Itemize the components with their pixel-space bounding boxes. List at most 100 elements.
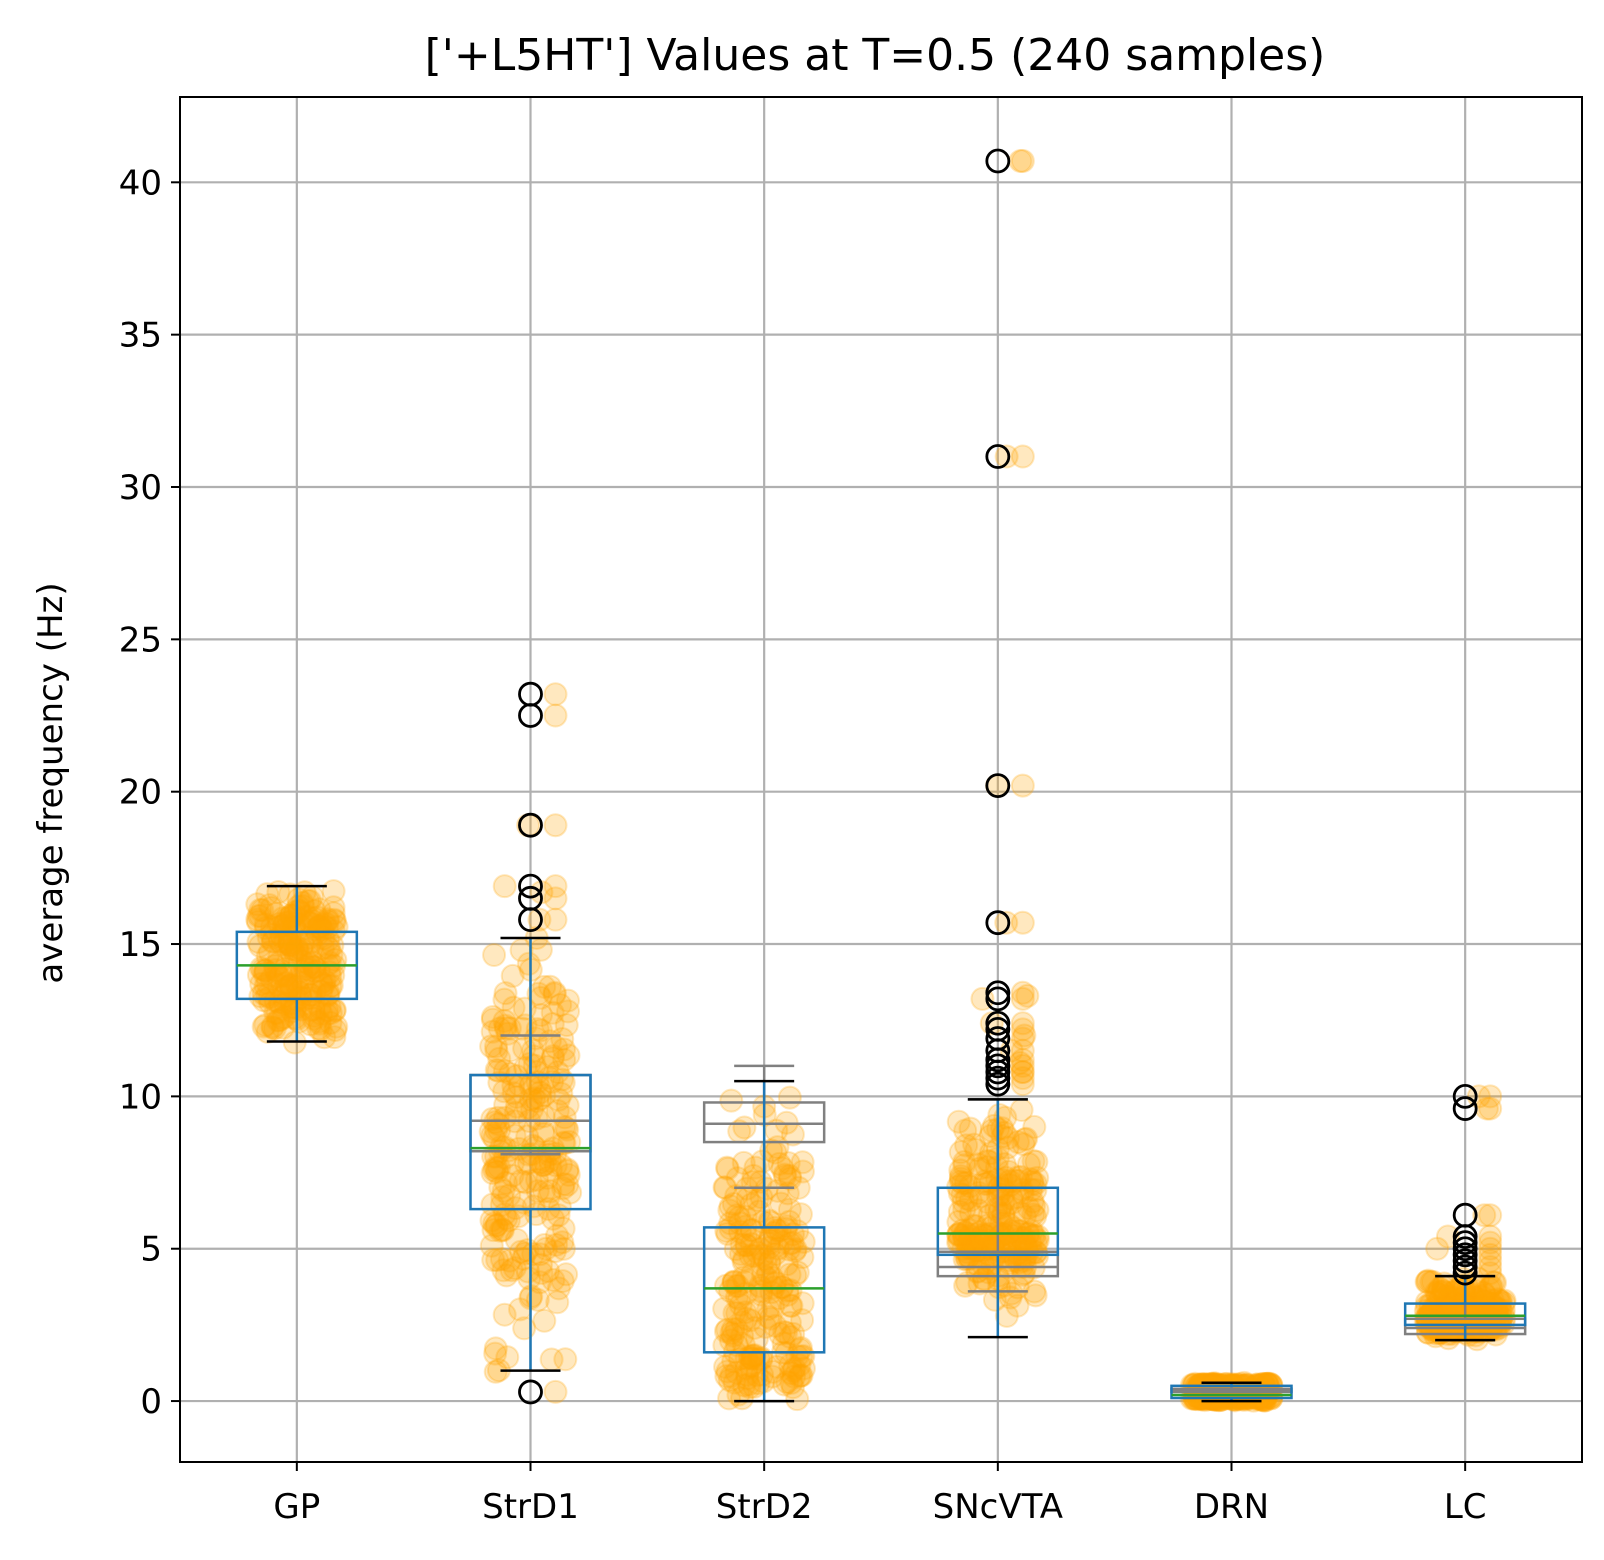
scatter-point: [727, 1219, 752, 1244]
y-axis-label: average frequency (Hz): [31, 582, 71, 983]
scatter-point: [725, 1333, 750, 1358]
scatter-point: [1445, 1288, 1470, 1313]
scatter-point: [1432, 1271, 1457, 1296]
scatter-point: [1010, 1047, 1035, 1072]
scatter-point: [302, 955, 327, 980]
scatter-point: [522, 1053, 547, 1078]
scatter-point: [317, 950, 342, 975]
scatter-point: [482, 943, 507, 968]
scatter-point: [739, 1218, 764, 1243]
scatter-point: [783, 1237, 808, 1262]
scatter-point: [270, 932, 295, 957]
scatter-point: [277, 926, 302, 951]
scatter-point: [285, 935, 310, 960]
scatter-point: [994, 444, 1019, 469]
outlier-marker: [985, 1065, 1011, 1091]
scatter-point: [279, 979, 304, 1004]
scatter-point: [1010, 1017, 1035, 1042]
scatter-point: [492, 987, 517, 1012]
scatter-point: [962, 1132, 987, 1157]
scatter-point: [954, 1133, 979, 1158]
scatter-point: [722, 1370, 747, 1395]
scatter-point: [783, 1263, 808, 1288]
scatter-point: [251, 1014, 276, 1039]
scatter-point: [1478, 1255, 1503, 1279]
scatter-point: [1471, 1289, 1496, 1314]
scatter-point: [259, 966, 284, 991]
scatter-point: [257, 940, 282, 965]
scatter-point: [541, 1206, 566, 1231]
scatter-point: [782, 1238, 807, 1263]
scatter-point: [484, 1117, 509, 1142]
scatter-point: [487, 1016, 512, 1041]
scatter-point: [1478, 1248, 1503, 1273]
outlier-marker: [518, 812, 543, 838]
scatter-point: [521, 1194, 546, 1219]
scatter-point: [269, 962, 294, 987]
scatter-point: [717, 1198, 742, 1223]
scatter-point: [984, 1197, 1009, 1222]
scatter-point: [274, 971, 299, 996]
scatter-point: [1010, 1066, 1035, 1091]
scatter-point: [488, 1175, 513, 1200]
scatter-point: [719, 1088, 744, 1113]
scatter-point: [760, 1359, 785, 1384]
scatter-point: [501, 995, 526, 1020]
scatter-point: [298, 888, 323, 913]
scatter-point: [992, 1152, 1017, 1177]
y-tick-label: 20: [119, 773, 162, 813]
scatter-point: [964, 1137, 989, 1162]
scatter-point: [721, 1192, 746, 1217]
scatter-point: [1487, 1288, 1512, 1313]
outlier-marker: [985, 444, 1011, 469]
scatter-point: [503, 1100, 528, 1125]
scatter-point: [1438, 1294, 1463, 1319]
scatter-point: [249, 956, 274, 981]
scatter-point: [516, 1259, 541, 1284]
scatter-point: [958, 1201, 983, 1226]
scatter-point: [739, 1262, 764, 1287]
y-tick-label: 35: [119, 316, 162, 356]
scatter-point: [1010, 444, 1035, 469]
scatter-point: [1010, 980, 1035, 1005]
scatter-point: [483, 1110, 508, 1135]
scatter-point: [771, 1331, 796, 1356]
scatter-point: [543, 886, 568, 911]
scatter-point: [740, 1218, 765, 1243]
box-plots: [235, 148, 1527, 1405]
scatter-point: [1020, 1189, 1045, 1214]
scatter-point: [714, 1364, 739, 1389]
scatter-point: [269, 923, 294, 948]
scatter-point: [1016, 1196, 1041, 1221]
scatter-point: [542, 1239, 567, 1264]
scatter-point: [742, 1315, 767, 1340]
scatter-point: [775, 1278, 800, 1303]
scatter-point: [1022, 1114, 1047, 1139]
scatter-point: [489, 1192, 514, 1217]
scatter-point: [1010, 1060, 1035, 1084]
scatter-point: [946, 1230, 971, 1255]
scatter-point: [1005, 1130, 1030, 1155]
scatter-point: [1010, 1072, 1035, 1097]
scatter-point: [307, 1011, 332, 1036]
scatter-point: [1012, 1023, 1037, 1048]
scatter-point: [988, 1195, 1013, 1220]
scatter-point: [779, 1370, 804, 1395]
scatter-point: [297, 934, 322, 959]
scatter-point: [538, 1157, 563, 1182]
scatter-point: [543, 874, 568, 899]
scatter-point: [982, 1287, 1007, 1312]
scatter-point: [759, 1138, 784, 1163]
scatter-point: [776, 1151, 801, 1176]
scatter-point: [999, 1219, 1024, 1244]
scatter-point: [548, 992, 573, 1017]
scatter-point: [551, 1176, 576, 1201]
scatter-point: [248, 984, 273, 1009]
scatter-point: [324, 1014, 349, 1039]
scatter-point: [729, 1233, 754, 1258]
scatter-point: [757, 1251, 782, 1276]
scatter-point: [492, 1079, 517, 1104]
scatter-point: [319, 973, 344, 998]
scatter-point: [1000, 1190, 1025, 1215]
outlier-marker: [985, 1010, 1011, 1036]
